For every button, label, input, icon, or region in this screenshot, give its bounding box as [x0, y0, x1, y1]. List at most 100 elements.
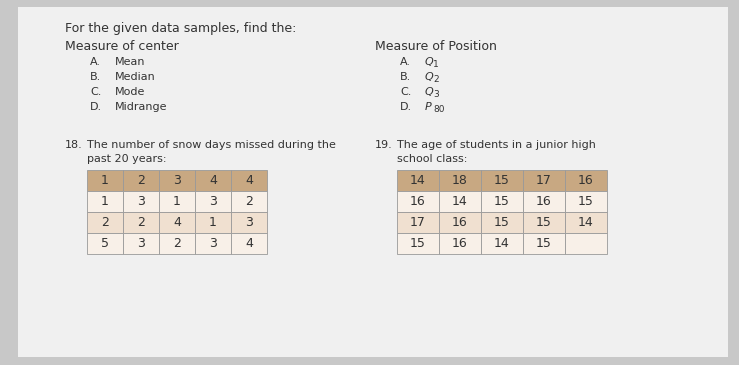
Bar	[87, 191, 123, 212]
Text: 18.: 18.	[65, 140, 83, 150]
Bar	[439, 233, 481, 254]
Text: 3: 3	[137, 195, 145, 208]
Bar	[87, 212, 123, 233]
Text: 3: 3	[137, 237, 145, 250]
Text: 2: 2	[137, 174, 145, 187]
Text: B.: B.	[400, 72, 411, 82]
Text: 1: 1	[101, 195, 109, 208]
Bar	[231, 170, 267, 191]
Text: 17: 17	[410, 216, 426, 229]
Bar	[159, 191, 195, 212]
Text: For the given data samples, find the:: For the given data samples, find the:	[65, 22, 296, 35]
Text: P: P	[425, 102, 432, 112]
Text: 1: 1	[433, 60, 439, 69]
Bar	[87, 170, 123, 191]
Text: 2: 2	[245, 195, 253, 208]
Text: 2: 2	[101, 216, 109, 229]
Bar	[159, 212, 195, 233]
Text: 17: 17	[536, 174, 552, 187]
Text: past 20 years:: past 20 years:	[87, 154, 166, 164]
Text: 15: 15	[410, 237, 426, 250]
Text: 80: 80	[433, 105, 444, 114]
Text: 4: 4	[173, 216, 181, 229]
Text: 15: 15	[536, 237, 552, 250]
Text: 16: 16	[410, 195, 426, 208]
Text: 16: 16	[452, 237, 468, 250]
Bar	[195, 212, 231, 233]
Text: 3: 3	[433, 90, 439, 99]
Bar	[481, 191, 523, 212]
Text: 16: 16	[578, 174, 594, 187]
Text: 2: 2	[137, 216, 145, 229]
Text: A.: A.	[90, 57, 101, 67]
Bar	[397, 191, 439, 212]
Text: A.: A.	[400, 57, 411, 67]
Text: 2: 2	[173, 237, 181, 250]
Bar	[439, 212, 481, 233]
Text: 3: 3	[209, 195, 217, 208]
Text: 15: 15	[536, 216, 552, 229]
Bar	[523, 170, 565, 191]
Text: 14: 14	[410, 174, 426, 187]
Text: Q: Q	[425, 72, 434, 82]
Text: Q: Q	[425, 57, 434, 67]
Bar	[231, 212, 267, 233]
Bar	[195, 170, 231, 191]
Bar	[195, 233, 231, 254]
Bar	[565, 212, 607, 233]
Text: school class:: school class:	[397, 154, 467, 164]
Bar	[481, 233, 523, 254]
Bar	[397, 170, 439, 191]
Text: Q: Q	[425, 87, 434, 97]
Text: 15: 15	[494, 216, 510, 229]
Text: Midrange: Midrange	[115, 102, 168, 112]
Bar	[565, 191, 607, 212]
Bar	[565, 170, 607, 191]
Bar	[481, 170, 523, 191]
Bar	[159, 170, 195, 191]
Bar	[523, 212, 565, 233]
Text: 15: 15	[494, 174, 510, 187]
Text: 16: 16	[536, 195, 552, 208]
Bar	[123, 233, 159, 254]
Text: C.: C.	[90, 87, 101, 97]
Text: 3: 3	[245, 216, 253, 229]
Bar	[523, 233, 565, 254]
Bar	[523, 191, 565, 212]
Text: B.: B.	[90, 72, 101, 82]
Text: Measure of center: Measure of center	[65, 40, 179, 53]
Text: 1: 1	[101, 174, 109, 187]
Text: Mode: Mode	[115, 87, 146, 97]
Text: C.: C.	[400, 87, 412, 97]
Text: 2: 2	[433, 75, 439, 84]
Bar	[231, 191, 267, 212]
Bar	[123, 212, 159, 233]
Bar	[87, 233, 123, 254]
Text: The number of snow days missed during the: The number of snow days missed during th…	[87, 140, 336, 150]
Text: 15: 15	[578, 195, 594, 208]
Text: 15: 15	[494, 195, 510, 208]
Text: 5: 5	[101, 237, 109, 250]
Text: D.: D.	[90, 102, 102, 112]
Text: 14: 14	[578, 216, 594, 229]
Bar	[397, 233, 439, 254]
Text: 4: 4	[245, 174, 253, 187]
Text: Median: Median	[115, 72, 156, 82]
Text: 18: 18	[452, 174, 468, 187]
Text: Measure of Position: Measure of Position	[375, 40, 497, 53]
Bar	[565, 233, 607, 254]
Text: 14: 14	[494, 237, 510, 250]
Text: 3: 3	[173, 174, 181, 187]
Text: 1: 1	[209, 216, 217, 229]
Text: 4: 4	[245, 237, 253, 250]
Bar	[123, 170, 159, 191]
Bar	[231, 233, 267, 254]
Text: 1: 1	[173, 195, 181, 208]
Text: 19.: 19.	[375, 140, 392, 150]
Bar	[439, 170, 481, 191]
Text: 3: 3	[209, 237, 217, 250]
Bar	[159, 233, 195, 254]
Text: 16: 16	[452, 216, 468, 229]
Bar	[439, 191, 481, 212]
Bar	[481, 212, 523, 233]
